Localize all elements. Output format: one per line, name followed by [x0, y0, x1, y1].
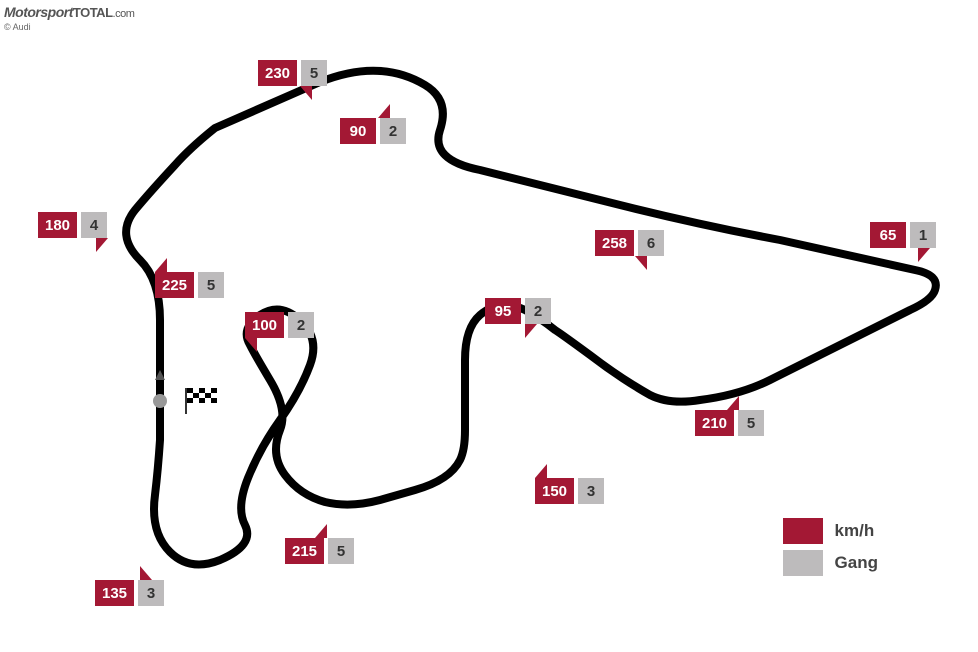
- callout-pointer-icon: [300, 86, 312, 100]
- gear-value: 4: [81, 212, 107, 238]
- speed-value: 135: [95, 580, 134, 606]
- corner-callout-t1: 2305: [258, 60, 327, 86]
- callout-pointer-icon: [378, 104, 390, 118]
- legend-speed-label: km/h: [835, 521, 875, 541]
- speed-value: 230: [258, 60, 297, 86]
- gear-value: 5: [738, 410, 764, 436]
- corner-callout-t8: 1002: [245, 312, 314, 338]
- legend-gear: Gang: [783, 550, 878, 576]
- legend-speed-swatch: [783, 518, 823, 544]
- gear-value: 2: [288, 312, 314, 338]
- callout-pointer-icon: [525, 324, 537, 338]
- corner-callout-t4: 2255: [155, 272, 224, 298]
- callout-pointer-icon: [535, 464, 547, 478]
- corner-callout-t9: 2105: [695, 410, 764, 436]
- callout-pointer-icon: [635, 256, 647, 270]
- legend-gear-swatch: [783, 550, 823, 576]
- speed-value: 210: [695, 410, 734, 436]
- speed-value: 225: [155, 272, 194, 298]
- legend: km/h Gang: [783, 518, 878, 582]
- speed-value: 258: [595, 230, 634, 256]
- corner-callout-t3: 1804: [38, 212, 107, 238]
- corner-callout-t2: 902: [340, 118, 406, 144]
- callout-pointer-icon: [155, 258, 167, 272]
- speed-value: 100: [245, 312, 284, 338]
- callout-pointer-icon: [140, 566, 152, 580]
- gear-value: 1: [910, 222, 936, 248]
- legend-speed: km/h: [783, 518, 878, 544]
- corner-callout-t11: 2155: [285, 538, 354, 564]
- corner-callout-t7: 952: [485, 298, 551, 324]
- speed-value: 180: [38, 212, 77, 238]
- callout-pointer-icon: [918, 248, 930, 262]
- speed-value: 95: [485, 298, 521, 324]
- gear-value: 3: [578, 478, 604, 504]
- gear-value: 3: [138, 580, 164, 606]
- speed-value: 65: [870, 222, 906, 248]
- gear-value: 5: [301, 60, 327, 86]
- checkered-flag-icon: [185, 388, 219, 414]
- corner-callout-t10: 1503: [535, 478, 604, 504]
- gear-value: 2: [525, 298, 551, 324]
- speed-value: 150: [535, 478, 574, 504]
- speed-value: 215: [285, 538, 324, 564]
- gear-value: 6: [638, 230, 664, 256]
- direction-arrow-icon: [155, 370, 165, 380]
- corner-callout-t6: 651: [870, 222, 936, 248]
- corner-callout-t5: 2586: [595, 230, 664, 256]
- gear-value: 2: [380, 118, 406, 144]
- start-finish-dot: [153, 394, 167, 408]
- callout-pointer-icon: [245, 338, 257, 352]
- gear-value: 5: [198, 272, 224, 298]
- speed-value: 90: [340, 118, 376, 144]
- legend-gear-label: Gang: [835, 553, 878, 573]
- callout-pointer-icon: [315, 524, 327, 538]
- corner-callout-t12: 1353: [95, 580, 164, 606]
- gear-value: 5: [328, 538, 354, 564]
- callout-pointer-icon: [727, 396, 739, 410]
- callout-pointer-icon: [96, 238, 108, 252]
